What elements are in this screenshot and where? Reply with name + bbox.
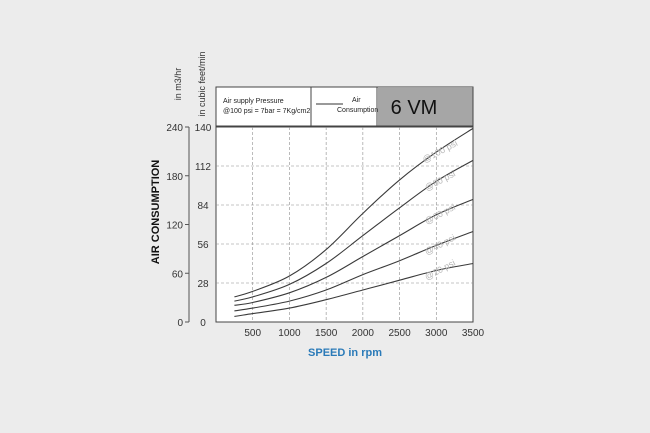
x-tick-label: 3000 <box>425 328 448 339</box>
y-tick-label-cfm: 56 <box>197 240 209 251</box>
series-line <box>234 159 474 302</box>
x-tick-label: 3500 <box>462 328 485 339</box>
y-tick-label-cfm: 112 <box>195 162 211 173</box>
supply-note-line1: Air supply Pressure <box>223 98 284 105</box>
y-tick-label-m3hr: 180 <box>166 172 183 183</box>
y-axis-title: AIR CONSUMPTION <box>150 160 162 265</box>
supply-note-line2: @100 psi = 7bar = 7Kg/cm2 <box>223 108 310 115</box>
legend-line-label-2: Consumption <box>337 107 378 114</box>
x-tick-label: 2000 <box>352 328 375 339</box>
chart-title: 6 VM <box>391 97 438 119</box>
title-box <box>378 88 473 126</box>
right-axis-ticks: 0 28 56 84 112 140 <box>195 123 212 329</box>
series-line <box>234 230 474 312</box>
series-line <box>234 198 474 306</box>
series-line <box>234 127 474 298</box>
x-tick-label: 500 <box>244 328 261 339</box>
y-tick-label-cfm: 28 <box>197 279 209 290</box>
y-unit-left: in m3/hr <box>173 68 183 101</box>
series-line <box>234 262 474 317</box>
y-tick-label-cfm: 0 <box>200 318 206 329</box>
curves <box>234 127 474 317</box>
y-tick-label-m3hr: 60 <box>172 269 184 280</box>
y-tick-label-cfm: 140 <box>195 123 212 134</box>
x-axis-ticks: 500 1000 1500 2000 2500 3000 3500 <box>244 328 484 339</box>
y-unit-right: in cubic feet/min <box>197 51 207 116</box>
y-tick-label-cfm: 84 <box>197 201 209 212</box>
y-tick-label-m3hr: 240 <box>166 123 183 134</box>
x-axis-title: SPEED in rpm <box>308 347 382 359</box>
x-tick-label: 1500 <box>315 328 338 339</box>
x-tick-label: 2500 <box>388 328 411 339</box>
left-axis-ticks: 0 60 120 180 240 <box>166 123 189 329</box>
y-tick-label-m3hr: 120 <box>166 221 183 232</box>
legend-line-label-1: Air <box>352 97 361 104</box>
x-tick-label: 1000 <box>278 328 301 339</box>
y-tick-label-m3hr: 0 <box>177 318 183 329</box>
